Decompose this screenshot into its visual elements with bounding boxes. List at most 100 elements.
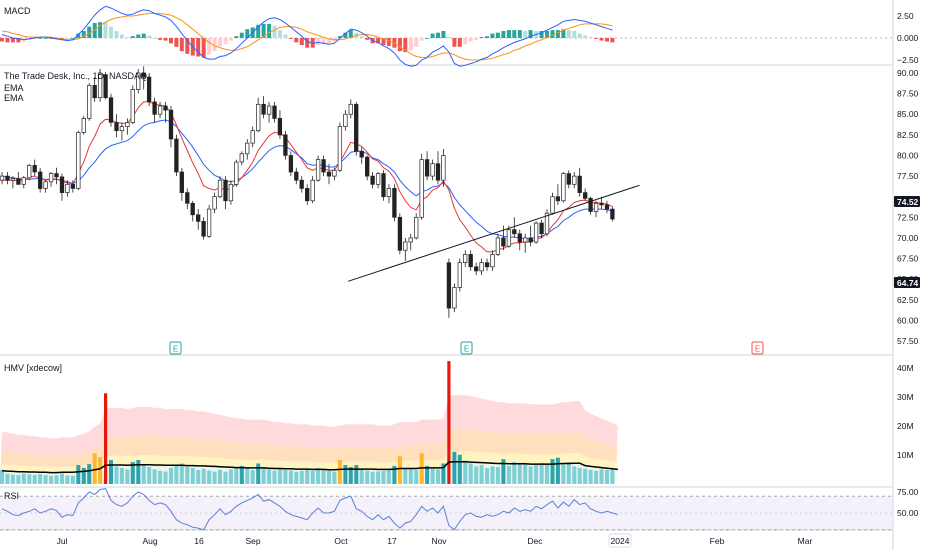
- volume-bar: [277, 467, 282, 484]
- volume-bar: [550, 459, 555, 484]
- candle-body: [392, 188, 397, 218]
- candle-body: [474, 266, 479, 272]
- macd-hist-bar: [528, 30, 533, 38]
- candle-body: [108, 97, 114, 123]
- volume-bar: [114, 466, 119, 484]
- rsi-label: RSI: [4, 491, 19, 501]
- volume-bar: [381, 470, 386, 484]
- volume-bar: [283, 470, 288, 484]
- earnings-marker[interactable]: E: [460, 341, 473, 355]
- volume-bar: [256, 463, 261, 484]
- macd-hist-bar: [87, 26, 92, 38]
- candle-body: [27, 165, 32, 179]
- macd-line: [1, 5, 613, 67]
- hmv-tick: 20M: [897, 421, 914, 431]
- earnings-marker-label: E: [755, 345, 760, 354]
- time-axis: Jul Aug 16 Sep Oct 17 Nov Dec 2024 Feb M…: [57, 533, 812, 548]
- candle-body: [561, 173, 566, 202]
- macd-signal-line: [1, 12, 613, 61]
- ema-fast-line: [2, 101, 613, 253]
- candle-body: [588, 197, 593, 212]
- volume-bar: [495, 467, 500, 484]
- volume-bar: [158, 470, 163, 484]
- macd-hist-bar: [376, 38, 381, 44]
- volume-bar: [305, 470, 310, 484]
- volume-bar: [452, 451, 457, 484]
- volume-bar: [179, 463, 184, 484]
- volume-bar: [354, 465, 359, 484]
- macd-hist-bar: [98, 22, 103, 38]
- macd-hist-bar: [365, 38, 370, 40]
- macd-hist-bar: [65, 38, 70, 39]
- volume-bar: [517, 464, 522, 484]
- volume-bar: [196, 470, 201, 484]
- macd-hist-bar: [283, 34, 288, 38]
- volume-bar: [152, 469, 157, 484]
- macd-hist-bar: [474, 38, 479, 40]
- volume-bar: [38, 474, 43, 484]
- volume-bar: [468, 463, 473, 484]
- volume-bar: [234, 467, 239, 484]
- candle-body: [43, 181, 48, 189]
- volume-bar: [370, 471, 375, 484]
- macd-hist-bar: [561, 29, 566, 38]
- candle-body: [305, 188, 310, 202]
- volume-bar: [70, 475, 75, 484]
- macd-hist-bar: [261, 23, 266, 38]
- volume-bar: [174, 465, 179, 484]
- volume-bar: [10, 474, 15, 484]
- volume-bar: [136, 460, 141, 484]
- price-tick: 90.00: [897, 68, 919, 78]
- volume-bar: [119, 467, 124, 484]
- volume-bar: [610, 468, 615, 484]
- volume-bar: [376, 471, 381, 484]
- volume-bar: [32, 474, 37, 484]
- candle-body: [114, 122, 119, 132]
- volume-bar: [408, 469, 413, 484]
- volume-bar: [81, 467, 86, 484]
- candle-body: [452, 287, 457, 309]
- macd-hist-bar: [572, 31, 577, 38]
- candle-body: [468, 254, 473, 268]
- volume-bar: [299, 470, 304, 484]
- volume-bar: [539, 462, 544, 484]
- macd-hist-bar: [539, 31, 544, 38]
- volume-bar: [54, 475, 59, 484]
- ema-label-1: EMA: [4, 83, 24, 93]
- volume-bar: [534, 465, 539, 484]
- macd-hist-bar: [38, 38, 43, 39]
- volume-bar: [577, 467, 582, 484]
- volume-bar: [332, 471, 337, 484]
- candle-body: [484, 262, 490, 268]
- price-tick: 62.50: [897, 295, 919, 305]
- time-label: Oct: [334, 536, 348, 546]
- candle-body: [539, 222, 544, 235]
- candle-body: [21, 177, 26, 185]
- price-tick: 72.50: [897, 212, 919, 222]
- volume-bar: [430, 468, 435, 484]
- price-tick: 67.50: [897, 254, 919, 264]
- macd-hist-bar: [583, 35, 588, 38]
- macd-hist-bar: [446, 37, 451, 38]
- hmv-label: HMV [xdecow]: [4, 363, 62, 373]
- candle-body: [54, 173, 59, 178]
- macd-hist-bar: [103, 22, 108, 38]
- hmv-tick: 30M: [897, 392, 914, 402]
- volume-bar: [359, 469, 364, 484]
- volume-bar: [272, 470, 277, 484]
- earnings-marker[interactable]: E: [169, 341, 182, 355]
- macd-hist-bar: [114, 31, 119, 38]
- candle-body: [261, 103, 266, 115]
- candle-body: [310, 179, 315, 202]
- candle-body: [337, 126, 343, 171]
- macd-hist-bar: [277, 30, 282, 38]
- price-tick: 57.50: [897, 336, 919, 346]
- earnings-marker-upcoming[interactable]: E: [751, 341, 764, 355]
- macd-hist-bar: [506, 30, 511, 38]
- support-trendline[interactable]: [347, 184, 640, 282]
- candle-body: [5, 175, 10, 181]
- volume-bar: [425, 465, 430, 484]
- candle-body: [326, 171, 332, 177]
- macd-hist-bar: [599, 38, 604, 41]
- macd-hist-bar: [179, 38, 184, 52]
